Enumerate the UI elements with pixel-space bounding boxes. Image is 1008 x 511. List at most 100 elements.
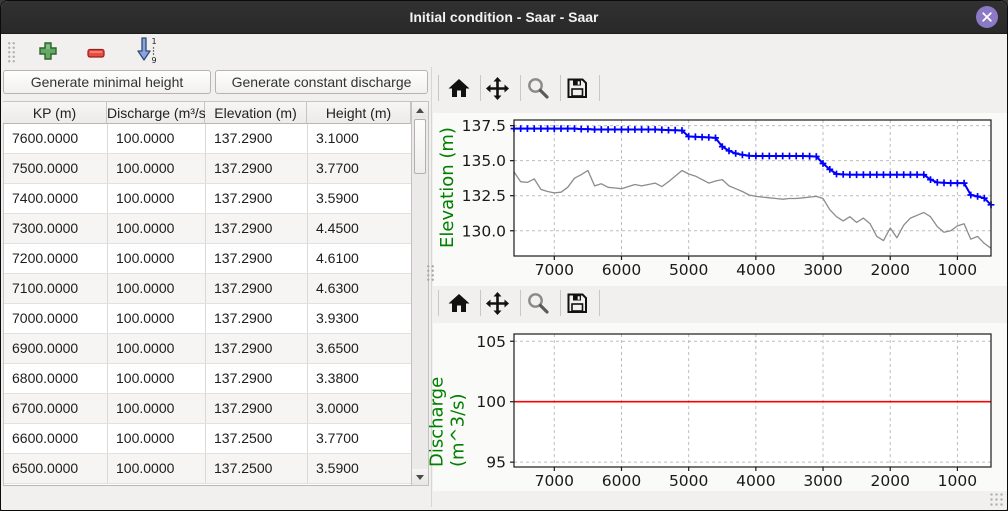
window-title: Initial condition - Saar - Saar: [409, 9, 599, 25]
remove-row-button[interactable]: [83, 40, 109, 66]
chart1-save-button[interactable]: [564, 75, 590, 101]
table-cell[interactable]: 6800.0000: [4, 364, 108, 393]
table-cell[interactable]: 100.0000: [108, 334, 206, 363]
chart2-save-button[interactable]: [564, 290, 590, 316]
column-header[interactable]: Height (m): [307, 101, 411, 124]
table-cell[interactable]: 3.7700: [308, 424, 411, 453]
splitter-handle[interactable]: [426, 264, 436, 283]
table-cell[interactable]: 100.0000: [108, 184, 206, 213]
toolbar-drag-handle[interactable]: [7, 41, 16, 63]
x-tick-label: 3000: [803, 261, 842, 279]
chart2-home-button[interactable]: [446, 290, 472, 316]
table-cell[interactable]: 3.6500: [308, 334, 411, 363]
add-row-button[interactable]: [35, 38, 61, 64]
table-cell[interactable]: 6900.0000: [4, 334, 108, 363]
table-cell[interactable]: 7200.0000: [4, 244, 108, 273]
table-scrollbar[interactable]: [411, 101, 429, 486]
table-cell[interactable]: 100.0000: [108, 274, 206, 303]
table-cell[interactable]: 100.0000: [108, 394, 206, 423]
column-header[interactable]: Elevation (m): [205, 101, 307, 124]
table-cell[interactable]: 137.2900: [206, 364, 308, 393]
table-row[interactable]: 6500.0000 100.0000 137.2500 3.5900: [4, 454, 411, 484]
toolbar-separator: [560, 75, 561, 101]
table-cell[interactable]: 3.7700: [308, 154, 411, 183]
toolbar-separator: [520, 75, 521, 101]
close-button[interactable]: [976, 6, 998, 28]
title-bar[interactable]: Initial condition - Saar - Saar: [1, 1, 1007, 34]
generate-minimal-height-button[interactable]: Generate minimal height: [3, 70, 211, 94]
discharge-chart[interactable]: 7000 6000 5000 4000 3000 2000 1000 105 100 95: [433, 323, 1007, 491]
table-row[interactable]: 7500.0000 100.0000 137.2900 3.7700: [4, 154, 411, 184]
table-cell[interactable]: 137.2500: [206, 424, 308, 453]
scroll-up-button[interactable]: [412, 102, 428, 118]
table-cell[interactable]: 4.6300: [308, 274, 411, 303]
table-cell[interactable]: 4.4500: [308, 214, 411, 243]
table-cell[interactable]: 3.1000: [308, 124, 411, 153]
table-cell[interactable]: 137.2500: [206, 454, 308, 483]
table-cell[interactable]: 100.0000: [108, 244, 206, 273]
table-cell[interactable]: 137.2900: [206, 244, 308, 273]
elevation-chart[interactable]: 7000 6000 5000 4000 3000 2000 1000 137.5 135.0 13…: [433, 113, 1007, 286]
x-tick-label: 6000: [602, 261, 641, 279]
x-tick-label: 7000: [535, 472, 574, 490]
pan-move-icon: [485, 291, 509, 315]
table-cell[interactable]: 3.5900: [308, 184, 411, 213]
chart1-home-button[interactable]: [446, 75, 472, 101]
table-cell[interactable]: 4.6100: [308, 244, 411, 273]
chart2-zoom-button[interactable]: [525, 290, 551, 316]
table-cell[interactable]: 137.2900: [206, 334, 308, 363]
table-row[interactable]: 6700.0000 100.0000 137.2900 3.0000: [4, 394, 411, 424]
table-cell[interactable]: 100.0000: [108, 364, 206, 393]
table-cell[interactable]: 3.0000: [308, 394, 411, 423]
table-row[interactable]: 7200.0000 100.0000 137.2900 4.6100: [4, 244, 411, 274]
table-cell[interactable]: 137.2900: [206, 184, 308, 213]
table-row[interactable]: 6600.0000 100.0000 137.2500 3.7700: [4, 424, 411, 454]
table-cell[interactable]: 7500.0000: [4, 154, 108, 183]
table-cell[interactable]: 6700.0000: [4, 394, 108, 423]
table-cell[interactable]: 100.0000: [108, 124, 206, 153]
chart1-pan-button[interactable]: [484, 75, 510, 101]
table-cell[interactable]: 137.2900: [206, 124, 308, 153]
sort-button[interactable]: 1 9: [134, 37, 160, 64]
table-row[interactable]: 6900.0000 100.0000 137.2900 3.6500: [4, 334, 411, 364]
table-cell[interactable]: 3.5900: [308, 454, 411, 483]
table-row[interactable]: 7300.0000 100.0000 137.2900 4.4500: [4, 214, 411, 244]
table-row[interactable]: 7000.0000 100.0000 137.2900 3.9300: [4, 304, 411, 334]
x-tick-label: 7000: [535, 261, 574, 279]
table-cell[interactable]: 7300.0000: [4, 214, 108, 243]
chart2-pan-button[interactable]: [484, 290, 510, 316]
table-cell[interactable]: 3.3800: [308, 364, 411, 393]
toolbar-separator: [438, 75, 439, 101]
window-resize-grip[interactable]: [989, 492, 1003, 506]
table-cell[interactable]: 100.0000: [108, 214, 206, 243]
column-header[interactable]: KP (m): [3, 101, 107, 124]
table-cell[interactable]: 137.2900: [206, 304, 308, 333]
chart1-zoom-button[interactable]: [525, 75, 551, 101]
table-cell[interactable]: 137.2900: [206, 394, 308, 423]
scrollbar-thumb[interactable]: [414, 119, 426, 174]
table-cell[interactable]: 137.2900: [206, 274, 308, 303]
table-row[interactable]: 6800.0000 100.0000 137.2900 3.3800: [4, 364, 411, 394]
table-row[interactable]: 7100.0000 100.0000 137.2900 4.6300: [4, 274, 411, 304]
table-cell[interactable]: 7000.0000: [4, 304, 108, 333]
table-row[interactable]: 7600.0000 100.0000 137.2900 3.1000: [4, 124, 411, 154]
table-cell[interactable]: 6600.0000: [4, 424, 108, 453]
table-row[interactable]: 7400.0000 100.0000 137.2900 3.5900: [4, 184, 411, 214]
column-header[interactable]: Discharge (m³/s): [107, 101, 210, 124]
table-cell[interactable]: 100.0000: [108, 424, 206, 453]
toolbar-separator: [480, 75, 481, 101]
table-cell[interactable]: 100.0000: [108, 154, 206, 183]
table-cell[interactable]: 137.2900: [206, 214, 308, 243]
table-cell[interactable]: 3.9300: [308, 304, 411, 333]
scroll-down-button[interactable]: [412, 469, 428, 485]
table-cell[interactable]: 7600.0000: [4, 124, 108, 153]
table-cell[interactable]: 100.0000: [108, 454, 206, 483]
table-cell[interactable]: 6500.0000: [4, 454, 108, 483]
generate-constant-discharge-button[interactable]: Generate constant discharge: [215, 70, 428, 94]
table-cell[interactable]: 100.0000: [108, 304, 206, 333]
remove-icon: [87, 48, 105, 58]
table-cell[interactable]: 137.2900: [206, 154, 308, 183]
table-cell[interactable]: 7400.0000: [4, 184, 108, 213]
table-cell[interactable]: 7100.0000: [4, 274, 108, 303]
